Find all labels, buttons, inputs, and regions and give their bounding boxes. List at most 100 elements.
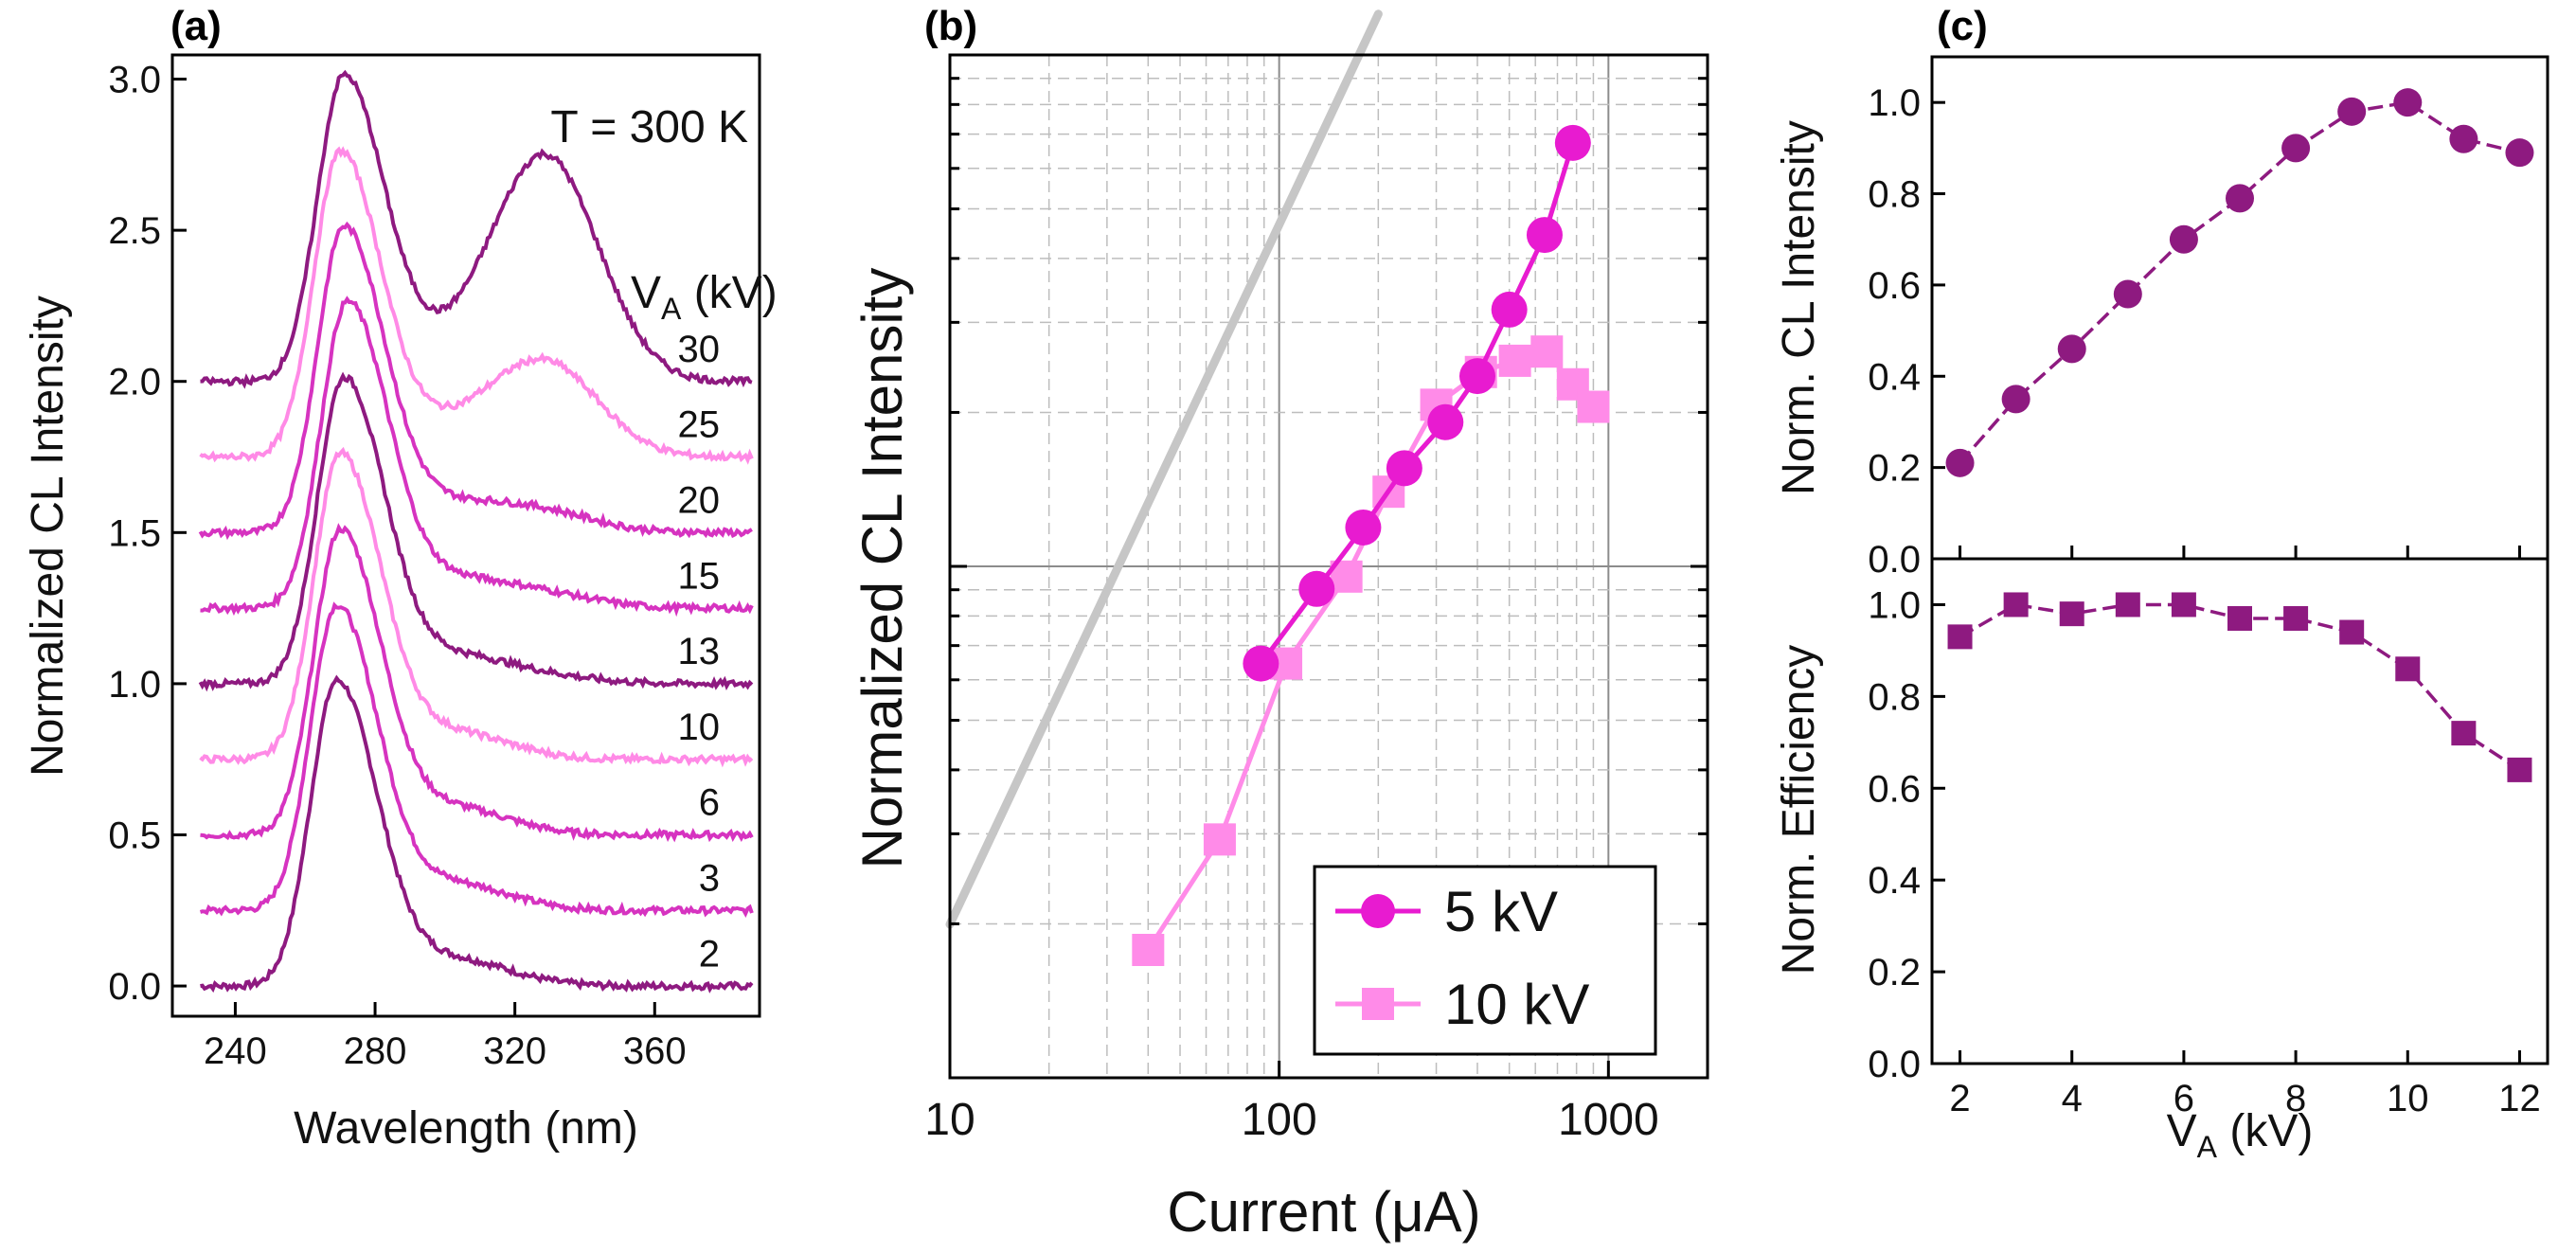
voltage-label: 3 — [699, 858, 720, 900]
y-tick-label: 0.2 — [1868, 448, 1921, 490]
data-point-circle — [2505, 138, 2534, 168]
data-point-circle — [2001, 385, 2030, 414]
data-point-square — [2171, 592, 2196, 618]
panel-a-ticks: 240 280 320 360 0.0 0.5 1.0 1.5 2.0 2.5 3.0 — [108, 60, 686, 1072]
panel-label-a: (a) — [170, 3, 222, 49]
y-tick-label: 2.0 — [108, 362, 161, 403]
voltage-label: 25 — [678, 404, 721, 446]
y-tick-label: 2.5 — [108, 210, 161, 252]
series-line — [1959, 100, 2520, 464]
y-tick-label: 0.0 — [1868, 539, 1921, 581]
x-tick-label: 12 — [2498, 1078, 2541, 1119]
y-tick-label: 0.5 — [108, 814, 161, 856]
data-point-circle — [2169, 224, 2198, 254]
x-tick-label: 280 — [344, 1030, 407, 1072]
data-point-square — [2059, 601, 2084, 627]
x-tick-label: 10 — [2387, 1078, 2429, 1119]
data-point-circle — [1554, 124, 1591, 161]
series-line — [1146, 349, 1596, 952]
y-tick-label: 0.0 — [1868, 1044, 1921, 1085]
data-point-circle — [2226, 184, 2254, 213]
panel-b-legend: 5 kV 10 kV — [1313, 865, 1657, 1056]
data-point-square — [1203, 823, 1236, 856]
x-tick-label: 320 — [483, 1030, 546, 1072]
voltage-label: 30 — [678, 329, 721, 370]
reference-slope-line — [945, 9, 1383, 929]
x-tick-label: 2 — [1949, 1078, 1970, 1119]
panel-b-data — [1132, 124, 1610, 966]
data-point-square — [2339, 619, 2365, 645]
data-point-circle — [2337, 97, 2367, 126]
data-point-circle — [1458, 358, 1495, 395]
data-point-circle — [1345, 509, 1382, 546]
x-tick-label: 240 — [204, 1030, 267, 1072]
voltage-label: 13 — [678, 631, 721, 672]
reference-slope-line — [945, 9, 1383, 929]
spectrum-curve — [198, 221, 753, 541]
data-point-circle — [2281, 134, 2311, 163]
y-tick-label: 0.8 — [1868, 676, 1921, 718]
y-tick-label: 1.0 — [1868, 584, 1921, 626]
y-tick-label: 0.8 — [1868, 174, 1921, 216]
data-point-square — [1577, 390, 1610, 423]
temperature-annotation: T = 300 K — [550, 102, 748, 152]
spectrum-curve — [200, 295, 754, 618]
spectra-curves — [198, 69, 754, 993]
spectrum-curve — [200, 674, 754, 993]
panel-label-b: (b) — [924, 3, 977, 49]
x-tick-label: 1000 — [1558, 1095, 1659, 1145]
y-tick-label: 0.6 — [1868, 768, 1921, 810]
data-point-circle — [1386, 450, 1422, 487]
panel-b-ticks: 10 100 1000 — [924, 77, 1708, 1145]
panel-c-bottom-data — [1947, 592, 2532, 782]
voltage-legend-title: VA (kV) — [631, 268, 778, 326]
data-point-circle — [2393, 88, 2423, 117]
data-point-square — [2451, 721, 2477, 746]
data-point-circle — [1526, 217, 1563, 254]
panel-c-x-axis-label: VA (kV) — [2167, 1106, 2314, 1164]
panel-a-y-axis-label: Normalized CL Intensity — [23, 295, 73, 777]
panel-b-y-axis-label: Normalized CL Intensity — [850, 268, 914, 869]
data-point-square — [2283, 605, 2309, 631]
data-point-square — [1947, 624, 1973, 650]
panel-c-voltage-dependence: 0.00.20.40.60.81.00.00.20.40.60.81.02 4 6 8… — [1774, 55, 2549, 1164]
panel-b-x-axis-label: Current (μA) — [1167, 1180, 1480, 1244]
panel-c-bottom-y-axis-label: Norm. Efficiency — [1774, 645, 1824, 976]
spectrum-curve — [200, 523, 754, 843]
panel-a-spectra: 240 280 320 360 0.0 0.5 1.0 1.5 2.0 2.5 3.0 2 3 6 10 1… — [23, 53, 778, 1154]
data-point-circle — [2113, 279, 2142, 309]
data-point-circle — [2449, 124, 2478, 153]
spectrum-curve — [199, 146, 754, 465]
data-point-circle — [1243, 645, 1279, 682]
panel-c-top-y-axis-label: Norm. CL Intensity — [1774, 120, 1824, 495]
y-tick-label: 1.0 — [108, 664, 161, 706]
panel-label-c: (c) — [1937, 3, 1988, 49]
spectrum-curve — [198, 371, 754, 692]
y-tick-label: 3.0 — [108, 60, 161, 101]
voltage-label: 20 — [678, 480, 721, 522]
spectra-voltage-labels: 2 3 6 10 13 15 20 25 30 — [678, 329, 721, 975]
x-tick-label: 6 — [2174, 1078, 2194, 1119]
data-point-square — [1530, 335, 1564, 368]
panel-a-frame — [170, 53, 761, 1018]
panel-b-power-dependence: 10 100 1000 5 kV 10 kV Current (μA) Normal… — [850, 9, 1709, 1244]
x-tick-label: 4 — [2062, 1078, 2083, 1119]
data-point-square — [2395, 656, 2421, 682]
data-point-square — [2507, 757, 2532, 782]
spectrum-curve — [199, 446, 754, 768]
data-point-circle — [1945, 448, 1975, 477]
x-tick-label: 360 — [623, 1030, 687, 1072]
legend-marker-5kv — [1361, 894, 1395, 928]
spectrum-curve — [199, 601, 754, 918]
y-tick-label: 1.0 — [1868, 82, 1921, 124]
panel-c-ticks: 0.00.20.40.60.81.00.00.20.40.60.81.02 4 6 8… — [1868, 82, 2540, 1119]
voltage-label: 2 — [699, 933, 720, 975]
spectrum-curve — [200, 69, 753, 389]
data-point-circle — [1427, 403, 1464, 440]
voltage-label: 15 — [678, 555, 721, 597]
legend-label-10kv: 10 kV — [1444, 973, 1589, 1036]
data-point-square — [2227, 605, 2252, 631]
data-point-square — [1132, 934, 1165, 966]
x-tick-label: 8 — [2285, 1078, 2306, 1119]
